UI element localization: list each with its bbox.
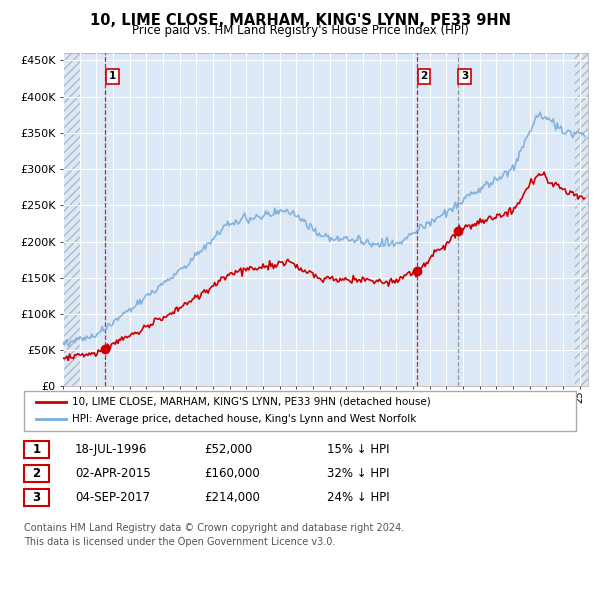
Bar xyxy=(63,53,80,386)
Text: 02-APR-2015: 02-APR-2015 xyxy=(75,467,151,480)
Text: HPI: Average price, detached house, King's Lynn and West Norfolk: HPI: Average price, detached house, King… xyxy=(72,414,416,424)
Bar xyxy=(575,53,588,386)
Text: 1: 1 xyxy=(32,443,41,456)
Text: 3: 3 xyxy=(461,71,468,81)
Text: £214,000: £214,000 xyxy=(204,491,260,504)
Text: 2: 2 xyxy=(421,71,428,81)
Text: This data is licensed under the Open Government Licence v3.0.: This data is licensed under the Open Gov… xyxy=(24,537,335,546)
Bar xyxy=(63,53,80,386)
Text: 15% ↓ HPI: 15% ↓ HPI xyxy=(327,443,389,456)
Text: £52,000: £52,000 xyxy=(204,443,252,456)
Text: 24% ↓ HPI: 24% ↓ HPI xyxy=(327,491,389,504)
Text: £160,000: £160,000 xyxy=(204,467,260,480)
Text: Contains HM Land Registry data © Crown copyright and database right 2024.: Contains HM Land Registry data © Crown c… xyxy=(24,523,404,533)
Text: 10, LIME CLOSE, MARHAM, KING'S LYNN, PE33 9HN: 10, LIME CLOSE, MARHAM, KING'S LYNN, PE3… xyxy=(89,13,511,28)
Text: 32% ↓ HPI: 32% ↓ HPI xyxy=(327,467,389,480)
Text: 04-SEP-2017: 04-SEP-2017 xyxy=(75,491,150,504)
Text: 18-JUL-1996: 18-JUL-1996 xyxy=(75,443,148,456)
Text: 2: 2 xyxy=(32,467,41,480)
Text: 10, LIME CLOSE, MARHAM, KING'S LYNN, PE33 9HN (detached house): 10, LIME CLOSE, MARHAM, KING'S LYNN, PE3… xyxy=(72,397,431,407)
Text: 1: 1 xyxy=(109,71,116,81)
Text: 3: 3 xyxy=(32,491,41,504)
Text: Price paid vs. HM Land Registry's House Price Index (HPI): Price paid vs. HM Land Registry's House … xyxy=(131,24,469,37)
